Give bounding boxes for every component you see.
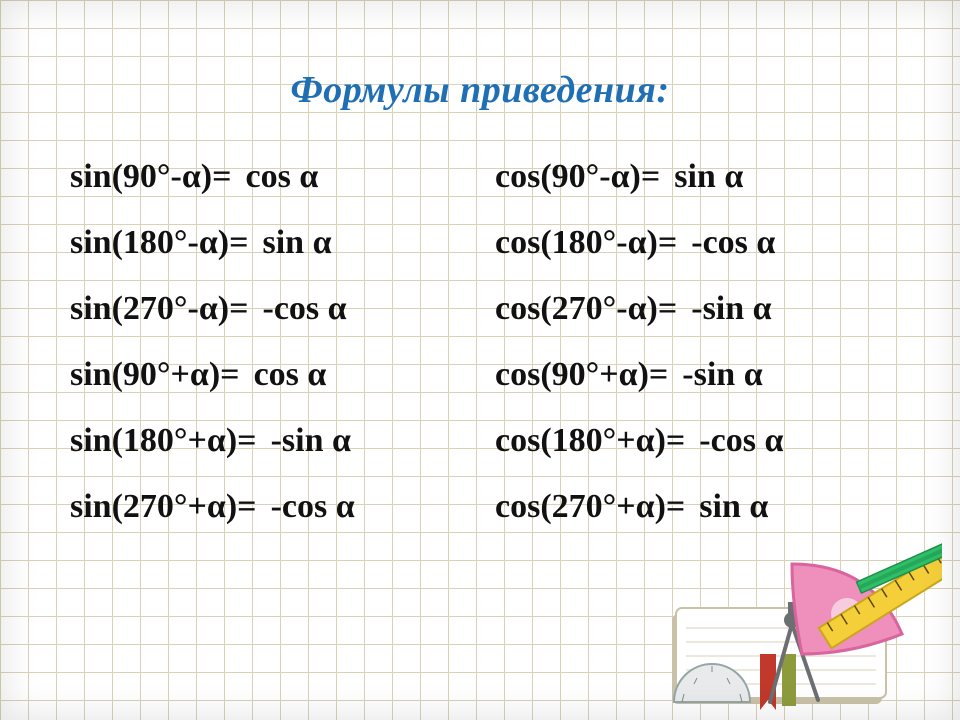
formula-rhs: -cos α [699,422,783,460]
formula-rhs: -cos α [691,224,775,262]
formula-columns: sin(90°-α)= cos α sin(180°-α)= sin α sin(270… [70,158,920,526]
slide-page: Формулы приведения: sin(90°-α)=cos αsin(… [0,0,960,720]
formula-lhs: cos(90°+α)= [495,356,668,394]
formula-lhs: sin(180°-α)= [70,224,249,262]
formula-rhs: -cos α [271,488,355,526]
formula-row: sin(180°+α)= -sin α [70,422,495,460]
formula-lhs: sin(270°-α)= [70,290,249,328]
formula-row: sin(180°-α)= sin α [70,224,495,262]
formula-lhs: sin(90°+α)= [70,356,240,394]
formula-rhs: sin α [674,158,743,196]
formula-row: cos(180°+α)= -cos α [495,422,920,460]
formula-lhs: cos(180°-α)= [495,224,677,262]
formula-lhs: sin(180°+α)= [70,422,257,460]
formula-lhs: sin(270°+α)= [70,488,257,526]
formula-lhs: cos(180°+α)= [495,422,685,460]
formula-row: sin(270°+α)= -cos α [70,488,495,526]
formula-row: cos(270°-α)= -sin α [495,290,920,328]
formula-row: sin(270°-α)= -cos α [70,290,495,328]
stationery-illustration [642,504,942,714]
formula-rhs: -sin α [271,422,351,460]
formula-rhs: sin α [263,224,332,262]
formula-lhs: cos(270°-α)= [495,290,677,328]
cosine-column: cos(90°-α)= sin α cos(180°-α)= -cos α cos(27… [495,158,920,526]
formula-rhs: -sin α [682,356,762,394]
formula-lhs: cos(90°-α)= [495,158,660,196]
formula-lhs: sin(90°-α)= [70,158,232,196]
formula-row: cos(180°-α)= -cos α [495,224,920,262]
sine-column: sin(90°-α)= cos α sin(180°-α)= sin α sin(270… [70,158,495,526]
formula-rhs: -cos α [263,290,347,328]
formula-row: cos(90°-α)= sin α [495,158,920,196]
formula-rhs: cos α [254,356,327,394]
formula-row: cos(90°+α)= -sin α [495,356,920,394]
slide-title: Формулы приведения: [0,68,960,112]
formula-rhs: cos α [246,158,319,196]
formula-row: sin(90°-α)= cos α [70,158,495,196]
formula-rhs: -sin α [691,290,771,328]
formula-row: sin(90°+α)= cos α [70,356,495,394]
